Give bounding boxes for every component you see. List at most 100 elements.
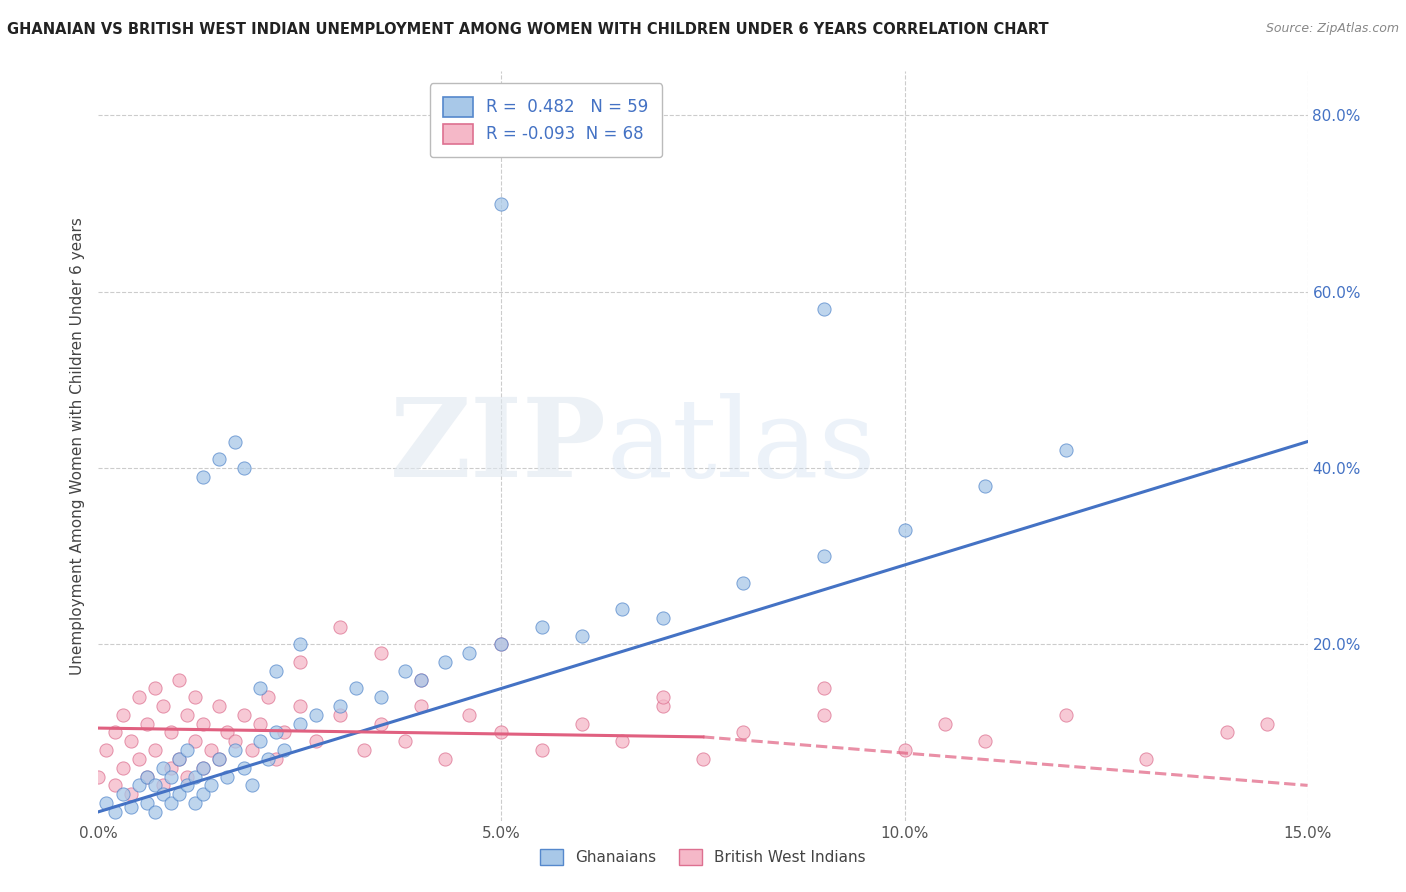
Point bbox=[458, 646, 481, 660]
Point bbox=[184, 690, 207, 705]
Point bbox=[120, 787, 142, 801]
Point bbox=[240, 743, 263, 757]
Point bbox=[184, 734, 207, 748]
Point bbox=[217, 770, 239, 784]
Point bbox=[167, 787, 190, 801]
Point bbox=[491, 637, 513, 651]
Point bbox=[974, 478, 997, 492]
Point bbox=[135, 716, 157, 731]
Point bbox=[111, 707, 134, 722]
Point bbox=[491, 196, 513, 211]
Point bbox=[135, 770, 157, 784]
Point bbox=[96, 796, 118, 810]
Point bbox=[111, 761, 134, 775]
Legend: Ghanaians, British West Indians: Ghanaians, British West Indians bbox=[533, 842, 873, 873]
Point bbox=[167, 752, 190, 766]
Point bbox=[651, 690, 673, 705]
Point bbox=[111, 787, 134, 801]
Text: GHANAIAN VS BRITISH WEST INDIAN UNEMPLOYMENT AMONG WOMEN WITH CHILDREN UNDER 6 Y: GHANAIAN VS BRITISH WEST INDIAN UNEMPLOY… bbox=[7, 22, 1049, 37]
Point bbox=[264, 725, 287, 739]
Point bbox=[232, 761, 254, 775]
Point bbox=[733, 725, 755, 739]
Point bbox=[329, 699, 352, 714]
Point bbox=[1135, 752, 1157, 766]
Point bbox=[184, 796, 207, 810]
Point bbox=[152, 761, 174, 775]
Point bbox=[491, 725, 513, 739]
Point bbox=[409, 673, 432, 687]
Point bbox=[491, 637, 513, 651]
Point bbox=[329, 620, 352, 634]
Point bbox=[893, 523, 915, 537]
Point bbox=[152, 699, 174, 714]
Point bbox=[893, 743, 915, 757]
Point bbox=[96, 743, 118, 757]
Point bbox=[530, 743, 553, 757]
Point bbox=[288, 716, 311, 731]
Point bbox=[103, 778, 125, 792]
Point bbox=[160, 770, 183, 784]
Point bbox=[264, 664, 287, 678]
Text: atlas: atlas bbox=[606, 392, 876, 500]
Point bbox=[143, 743, 166, 757]
Point bbox=[394, 664, 416, 678]
Point bbox=[264, 752, 287, 766]
Point bbox=[224, 734, 246, 748]
Point bbox=[256, 690, 278, 705]
Point bbox=[224, 434, 246, 449]
Point bbox=[1054, 443, 1077, 458]
Point bbox=[176, 778, 198, 792]
Point bbox=[160, 796, 183, 810]
Point bbox=[240, 778, 263, 792]
Point bbox=[571, 628, 593, 642]
Point bbox=[184, 770, 207, 784]
Point bbox=[143, 681, 166, 696]
Point bbox=[208, 752, 231, 766]
Point bbox=[530, 620, 553, 634]
Point bbox=[273, 725, 295, 739]
Point bbox=[160, 725, 183, 739]
Point bbox=[344, 681, 367, 696]
Point bbox=[167, 673, 190, 687]
Text: Source: ZipAtlas.com: Source: ZipAtlas.com bbox=[1265, 22, 1399, 36]
Point bbox=[224, 743, 246, 757]
Point bbox=[813, 707, 835, 722]
Point bbox=[288, 637, 311, 651]
Point bbox=[288, 699, 311, 714]
Point bbox=[103, 725, 125, 739]
Point bbox=[193, 470, 215, 484]
Point bbox=[176, 770, 198, 784]
Point bbox=[305, 707, 328, 722]
Point bbox=[813, 549, 835, 564]
Point bbox=[974, 734, 997, 748]
Point bbox=[692, 752, 714, 766]
Point bbox=[409, 699, 432, 714]
Point bbox=[934, 716, 956, 731]
Point bbox=[249, 681, 271, 696]
Point bbox=[200, 778, 222, 792]
Point bbox=[176, 743, 198, 757]
Point bbox=[120, 734, 142, 748]
Point bbox=[288, 655, 311, 669]
Point bbox=[128, 752, 150, 766]
Point bbox=[135, 796, 157, 810]
Point bbox=[208, 452, 231, 467]
Point bbox=[128, 778, 150, 792]
Point bbox=[458, 707, 481, 722]
Point bbox=[128, 690, 150, 705]
Point bbox=[651, 611, 673, 625]
Point bbox=[1054, 707, 1077, 722]
Text: ZIP: ZIP bbox=[389, 392, 606, 500]
Point bbox=[152, 778, 174, 792]
Point bbox=[370, 716, 392, 731]
Point bbox=[434, 655, 457, 669]
Point bbox=[208, 752, 231, 766]
Point bbox=[249, 716, 271, 731]
Point bbox=[273, 743, 295, 757]
Point bbox=[249, 734, 271, 748]
Point bbox=[370, 646, 392, 660]
Point bbox=[167, 752, 190, 766]
Point bbox=[1256, 716, 1278, 731]
Point bbox=[612, 734, 634, 748]
Point bbox=[143, 805, 166, 819]
